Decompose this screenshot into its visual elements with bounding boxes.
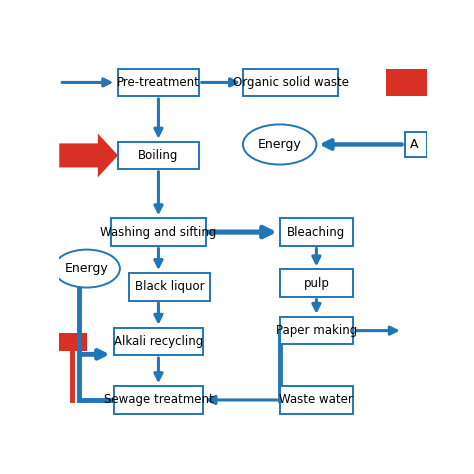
Text: Washing and sifting: Washing and sifting [100,226,217,238]
FancyBboxPatch shape [129,273,210,301]
FancyBboxPatch shape [280,219,353,246]
Text: Organic solid waste: Organic solid waste [233,76,349,89]
Text: Boiling: Boiling [138,149,179,162]
Bar [59,333,87,351]
Text: A: A [410,138,418,151]
Text: Alkali recycling: Alkali recycling [114,335,203,348]
FancyBboxPatch shape [280,270,353,297]
FancyBboxPatch shape [118,69,199,96]
Text: Waste water: Waste water [280,393,353,407]
Text: Paper making: Paper making [276,324,357,337]
Ellipse shape [54,250,120,288]
FancyBboxPatch shape [405,132,427,157]
FancyBboxPatch shape [110,219,206,246]
FancyBboxPatch shape [114,328,202,355]
Text: Sewage treatment: Sewage treatment [103,393,213,407]
Ellipse shape [243,124,316,164]
FancyArrow shape [59,134,118,177]
FancyBboxPatch shape [114,386,202,414]
Text: pulp: pulp [303,277,329,290]
Text: Black liquor: Black liquor [135,280,204,293]
Text: Pre-treatment: Pre-treatment [117,76,200,89]
Text: Energy: Energy [258,138,301,151]
FancyBboxPatch shape [280,317,353,344]
FancyBboxPatch shape [280,386,353,414]
FancyBboxPatch shape [243,69,338,96]
Text: Bleaching: Bleaching [287,226,346,238]
Bar [386,69,427,96]
FancyBboxPatch shape [118,142,199,169]
Text: Energy: Energy [65,262,109,275]
